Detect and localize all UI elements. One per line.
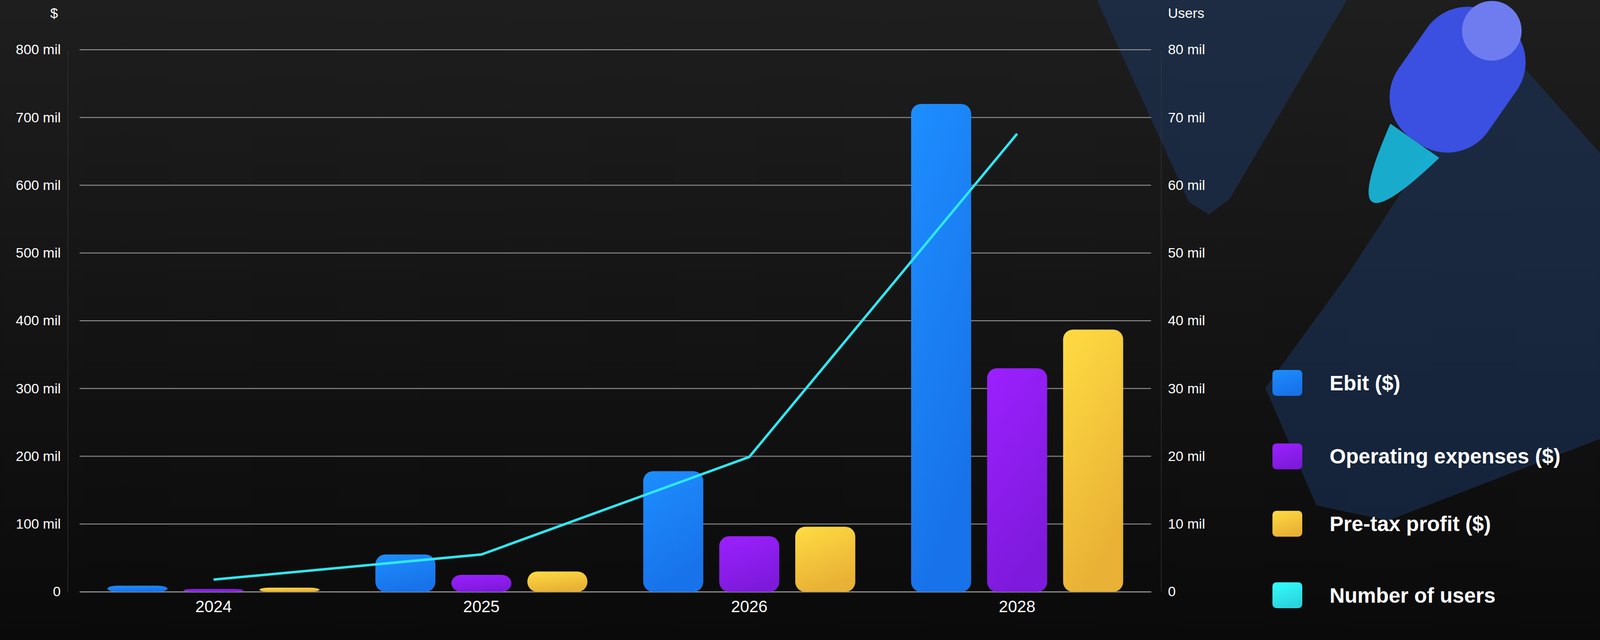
y-tick: 700 mil [15,109,68,126]
y-tick: 300 mil [15,380,68,397]
y-tick-label: 200 mil [15,448,61,464]
y-tick-label: 800 mil [15,41,61,58]
users-line [213,133,1018,580]
rocket-body [1369,0,1545,172]
bar [911,103,972,592]
x-tick: 2025 [463,591,500,616]
y2-tick-label: 30 mil [1168,380,1206,397]
grid-line [79,320,1152,322]
y-tick-label: 400 mil [15,312,61,329]
x-tick: 2028 [999,591,1036,616]
marks [107,103,1123,592]
bar [719,535,780,592]
grid-line [79,252,1152,254]
y2-tick-label: 10 mil [1168,515,1206,532]
decor-shape-0 [1096,0,1348,215]
grid-line [79,116,1152,118]
y2-tick: 50 mil [1161,245,1206,261]
y-axis: 0 100 mil 200 mil 300 mil 400 mil 500 mil 600 … [15,41,69,599]
x-tick: 2026 [731,591,768,616]
y-tick: 200 mil [15,448,68,464]
legend-swatch [1272,443,1303,470]
y2-tick-label: 80 mil [1168,41,1206,58]
y-tick: 100 mil [15,515,68,532]
y2-tick: 30 mil [1161,380,1206,397]
y-tick-label: 500 mil [15,245,61,261]
y-axis-title: $ [50,5,59,21]
y2-tick: 80 mil [1161,41,1206,58]
bar [527,571,588,592]
bar [643,470,704,592]
bar [259,587,320,592]
legend-label: Number of users [1329,583,1496,607]
y-tick: 600 mil [15,177,68,193]
y2-axis-title: Users [1168,5,1205,21]
y-tick-label: 300 mil [15,380,61,397]
bar [795,526,856,592]
legend-label: Ebit ($) [1329,371,1401,395]
y2-tick-label: 0 [1168,583,1177,599]
y2-tick-label: 20 mil [1168,448,1206,464]
bar [451,574,512,592]
x-axis: 2024 2025 2026 2028 [80,591,1152,616]
y2-tick: 0 [1161,583,1177,599]
x-axis-line [80,591,1152,593]
x-tick: 2024 [195,591,232,616]
y2-axis: 0 10 mil 20 mil 30 mil 40 mil 50 mil 60 mil 70 … [1161,41,1206,599]
chart: 0 100 mil 200 mil 300 mil 400 mil 500 mil 600 … [0,0,1600,640]
x-tick-label: 2025 [463,596,500,616]
legend-label: Pre-tax profit ($) [1329,511,1491,536]
bar [1063,329,1124,592]
rocket [1327,0,1554,234]
y-tick: 400 mil [15,312,68,329]
y-tick: 800 mil [15,41,68,58]
y-tick: 500 mil [15,245,68,261]
legend-swatch [1272,369,1303,396]
grid-line [79,590,1152,592]
x-tick-label: 2026 [731,596,768,616]
grid [79,49,1152,592]
grid-line [79,49,1152,51]
background [0,0,1600,640]
bar [183,589,244,592]
y-tick-label: 700 mil [15,109,61,126]
bar [987,367,1048,592]
y2-tick-label: 70 mil [1168,109,1206,126]
y2-tick-label: 40 mil [1168,312,1206,329]
y2-tick: 60 mil [1161,177,1206,193]
y2-tick: 70 mil [1161,109,1206,126]
legend: Ebit ($) Operating expenses ($) Pre-tax pr… [1272,369,1561,608]
bar [107,585,168,592]
y2-tick-label: 60 mil [1168,177,1206,193]
legend-swatch [1272,510,1303,537]
y-tick: 0 [53,583,69,599]
x-tick-label: 2028 [999,596,1036,616]
y2-tick: 20 mil [1161,448,1206,464]
x-tick-label: 2024 [195,596,232,616]
y2-tick: 10 mil [1161,515,1206,532]
y-axis-line [67,50,69,592]
y2-axis-line [1161,50,1162,592]
y2-tick-label: 50 mil [1168,245,1206,261]
y-tick-label: 100 mil [15,515,61,532]
y2-tick: 40 mil [1161,312,1206,329]
y-tick-label: 600 mil [15,177,61,193]
legend-label: Operating expenses ($) [1329,444,1561,468]
rocket-window [1450,0,1534,73]
legend-swatch [1272,582,1303,608]
grid-line [79,184,1152,186]
y-tick-label: 0 [53,583,62,599]
